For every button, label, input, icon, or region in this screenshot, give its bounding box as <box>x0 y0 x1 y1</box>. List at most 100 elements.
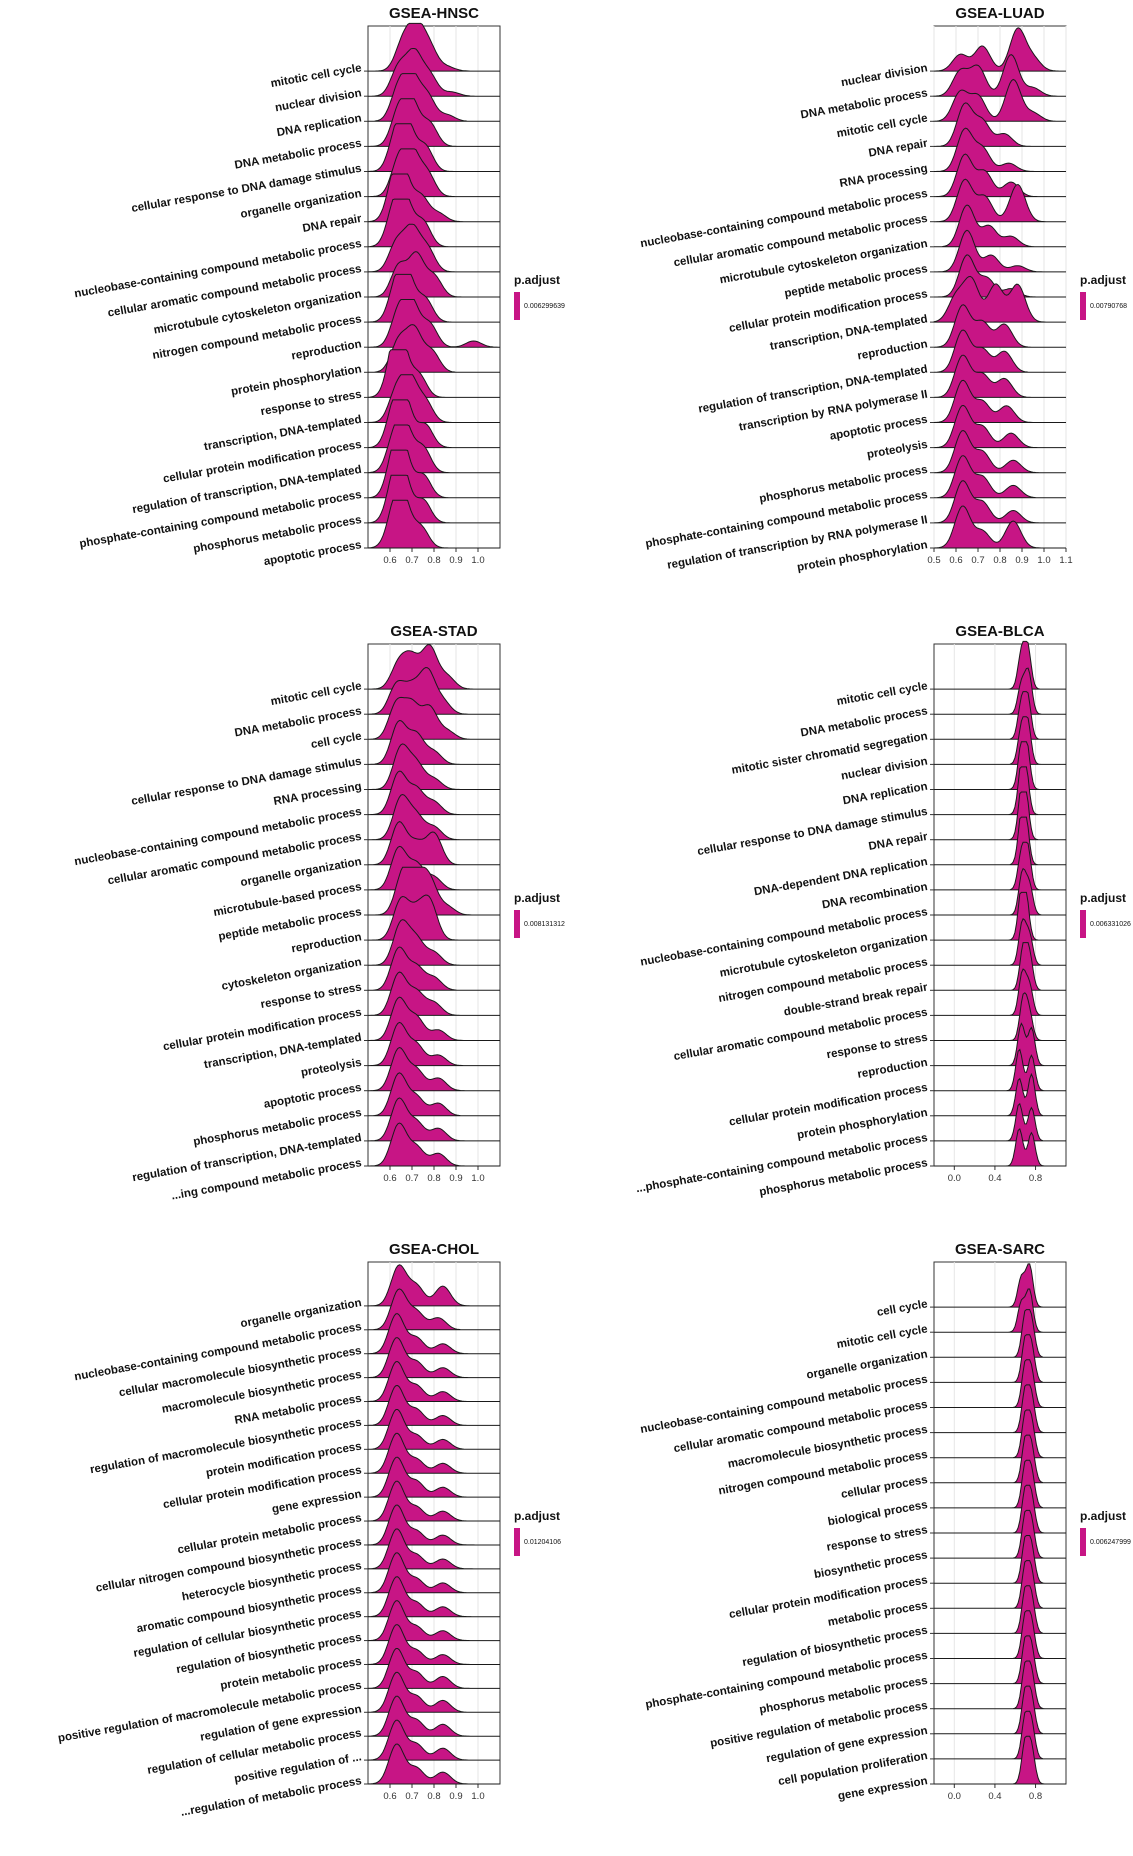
chart-sarc: 0.0 0.4 0.8 GSEA-SARC cell cycle mitotic cell… <box>639 1241 1131 1803</box>
x-tick-label: 0.8 <box>427 1791 440 1802</box>
chart-title: GSEA-SARC <box>955 1241 1045 1258</box>
x-tick-label: 0.7 <box>405 1173 418 1184</box>
row-label: apoptotic process <box>829 414 929 443</box>
row-label: apoptotic process <box>263 1082 363 1111</box>
row-label: response to stress <box>260 981 363 1011</box>
row-label: reproduction <box>857 1057 929 1081</box>
chart-stad: 0.6 0.7 0.8 0.9 1.0 GSEA-STAD mitotic cell cyc… <box>73 623 565 1202</box>
x-tick-label: 1.0 <box>471 1173 484 1184</box>
x-tick-label: 0.4 <box>988 1791 1001 1802</box>
chart-title: GSEA-STAD <box>390 623 477 640</box>
ridge-series <box>934 741 1066 790</box>
row-label: nuclear division <box>840 756 928 783</box>
row-label: reproduction <box>291 338 363 362</box>
chart-hnsc: 0.6 0.7 0.8 0.9 1.0 GSEA-HNSC mitotic cell cyc… <box>73 5 565 568</box>
row-label: apoptotic process <box>263 539 363 568</box>
row-label: DNA replication <box>842 781 929 808</box>
ridge-series <box>368 643 500 690</box>
row-label: RNA processing <box>273 781 363 808</box>
ridge-series <box>367 499 500 549</box>
legend-value: 0.008131312 <box>524 921 565 928</box>
row-label: mitotic cell cycle <box>270 62 363 90</box>
row-label: proteolysis <box>300 1057 363 1079</box>
x-tick-label: 0.8 <box>993 555 1006 566</box>
legend-value: 0.006299639 <box>524 303 565 310</box>
legend-value: 0.01204106 <box>524 1539 561 1546</box>
x-tick-label: 0.6 <box>383 555 396 566</box>
ridge-series <box>934 816 1066 866</box>
ridge-series <box>934 968 1066 1016</box>
row-label: DNA repair <box>868 137 929 159</box>
ridge-series <box>934 1102 1066 1142</box>
legend-value: 0.006247999 <box>1090 1539 1131 1546</box>
ridge-series <box>933 27 1066 72</box>
ridge-series <box>934 992 1066 1041</box>
ridge-series <box>934 1127 1066 1167</box>
x-tick-label: 0.6 <box>383 1791 396 1802</box>
row-label: nuclear division <box>274 87 362 114</box>
x-tick-label: 0.0 <box>948 1173 961 1184</box>
row-label: cellular response to DNA damage stimulus <box>130 756 362 808</box>
legend: p.adjust 0.008131312 <box>514 891 565 938</box>
ridge-series <box>934 667 1066 715</box>
row-label: mitotic cell cycle <box>836 680 929 708</box>
x-tick-label: 1.0 <box>471 1791 484 1802</box>
panel-luad: 0.5 0.6 0.7 0.8 0.9 1.0 1.1 GSEA-LUAD nuclear di… <box>566 0 1132 618</box>
chart-title: GSEA-LUAD <box>955 5 1044 22</box>
plot-frame <box>933 643 1067 1167</box>
row-label: DNA recombination <box>821 881 928 911</box>
row-label: RNA processing <box>839 163 929 190</box>
row-label: ...regulation of metabolic process <box>180 1775 363 1819</box>
x-tick-label: 1.1 <box>1059 555 1072 566</box>
legend-color-bar <box>1080 292 1086 320</box>
row-label: biological process <box>827 1499 929 1528</box>
ridge-series <box>934 640 1066 690</box>
legend-value: 0.006331026 <box>1090 921 1131 928</box>
x-tick-label: 0.8 <box>1029 1791 1042 1802</box>
row-label: response to stress <box>260 389 363 419</box>
x-tick-label: 0.9 <box>449 555 462 566</box>
legend: p.adjust 0.006247999 <box>1080 1509 1131 1556</box>
legend-title: p.adjust <box>1080 273 1126 287</box>
x-tick-label: 0.8 <box>427 555 440 566</box>
ridge-series <box>934 766 1066 816</box>
legend: p.adjust 0.006331026 <box>1080 891 1131 938</box>
row-label: DNA replication <box>276 112 363 139</box>
panel-chol: 0.6 0.7 0.8 0.9 1.0 GSEA-CHOL organelle organi… <box>0 1236 566 1854</box>
row-label: reproduction <box>291 931 363 955</box>
ridge-series <box>934 791 1066 841</box>
legend-color-bar <box>514 1528 520 1556</box>
legend: p.adjust 0.01204106 <box>514 1509 561 1556</box>
x-tick-label: 0.9 <box>449 1173 462 1184</box>
legend-title: p.adjust <box>514 891 560 905</box>
row-label: mitotic cell cycle <box>836 1323 929 1351</box>
ridge-series <box>934 716 1066 765</box>
legend-title: p.adjust <box>514 273 560 287</box>
ridge-series <box>934 942 1066 991</box>
plot-frame <box>933 1261 1067 1785</box>
row-label: reproduction <box>857 338 929 362</box>
legend-color-bar <box>514 910 520 938</box>
x-tick-label: 1.0 <box>471 555 484 566</box>
legend-color-bar <box>1080 1528 1086 1556</box>
ridge-series <box>934 891 1066 941</box>
x-tick-label: 0.6 <box>383 1173 396 1184</box>
ridge-series <box>934 918 1066 966</box>
panel-sarc: 0.0 0.4 0.8 GSEA-SARC cell cycle mitotic cell… <box>566 1236 1132 1854</box>
row-label: cellular process <box>840 1474 928 1501</box>
ridge-series <box>933 54 1066 97</box>
row-label: mitotic cell cycle <box>836 112 929 140</box>
ridge-series <box>934 841 1066 891</box>
chart-title: GSEA-HNSC <box>389 5 479 22</box>
panel-hnsc: 0.6 0.7 0.8 0.9 1.0 GSEA-HNSC mitotic cell cyc… <box>0 0 566 618</box>
ridge-series <box>934 1072 1066 1117</box>
row-label: response to stress <box>826 1524 929 1554</box>
x-tick-label: 0.8 <box>427 1173 440 1184</box>
ridge-series <box>934 1263 1066 1308</box>
ridge-series <box>933 505 1066 549</box>
chart-title: GSEA-CHOL <box>389 1241 479 1258</box>
x-tick-label: 0.8 <box>1029 1173 1042 1184</box>
x-tick-label: 0.7 <box>405 1791 418 1802</box>
row-label: cell cycle <box>876 1298 928 1319</box>
x-tick-label: 0.5 <box>927 555 940 566</box>
